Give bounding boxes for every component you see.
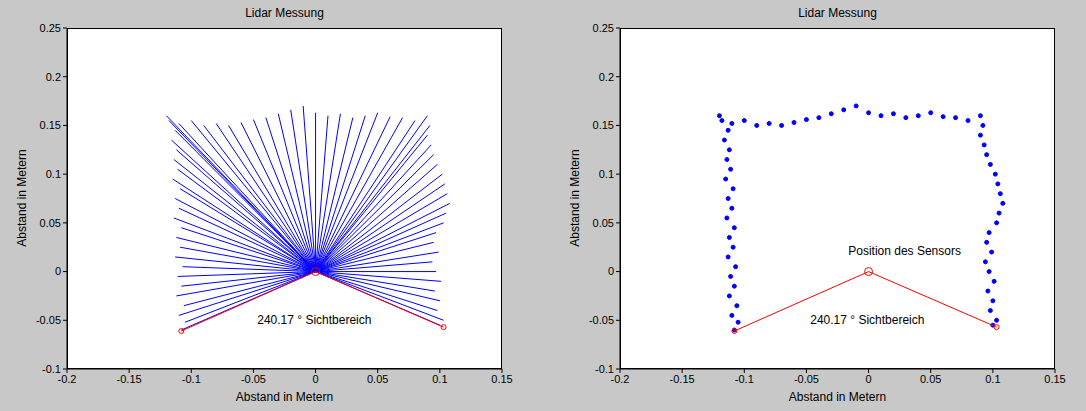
- svg-text:0.25: 0.25: [593, 22, 614, 34]
- svg-text:0.1: 0.1: [432, 373, 447, 385]
- svg-text:0: 0: [55, 265, 61, 277]
- svg-text:-0.15: -0.15: [670, 373, 695, 385]
- svg-text:0.15: 0.15: [1044, 373, 1065, 385]
- svg-text:0.1: 0.1: [599, 168, 614, 180]
- svg-text:0.2: 0.2: [599, 71, 614, 83]
- svg-text:0.1: 0.1: [985, 373, 1000, 385]
- svg-text:0.2: 0.2: [46, 71, 61, 83]
- svg-text:0.15: 0.15: [491, 373, 512, 385]
- svg-text:240.17 ° Sichtbereich: 240.17 ° Sichtbereich: [257, 313, 371, 327]
- html-text:Abstand in Metern: Abstand in Metern: [15, 148, 29, 247]
- svg-text:0.1: 0.1: [46, 168, 61, 180]
- html-text:Abstand in Metern: Abstand in Metern: [235, 390, 334, 404]
- svg-text:-0.15: -0.15: [117, 373, 142, 385]
- svg-text:0.05: 0.05: [593, 217, 614, 229]
- html-text:Lidar Messung: Lidar Messung: [245, 6, 324, 20]
- svg-text:0.15: 0.15: [593, 119, 614, 131]
- svg-text:-0.1: -0.1: [595, 363, 614, 375]
- html-text:Abstand in Metern: Abstand in Metern: [568, 148, 582, 247]
- svg-text:0.15: 0.15: [40, 119, 61, 131]
- svg-text:-0.05: -0.05: [589, 314, 614, 326]
- svg-text:-0.1: -0.1: [735, 373, 754, 385]
- svg-text:-0.1: -0.1: [42, 363, 61, 375]
- svg-text:0.05: 0.05: [920, 373, 941, 385]
- html-text:Lidar Messung: Lidar Messung: [798, 6, 877, 20]
- svg-text:-0.2: -0.2: [610, 372, 630, 385]
- html-text:Abstand in Metern: Abstand in Metern: [788, 390, 887, 404]
- svg-text:0: 0: [313, 373, 319, 385]
- svg-text:Position des Sensors: Position des Sensors: [848, 244, 961, 258]
- svg-text:-0.05: -0.05: [794, 373, 819, 385]
- svg-text:0: 0: [866, 373, 872, 385]
- svg-text:-0.05: -0.05: [241, 373, 266, 385]
- svg-text:0.05: 0.05: [367, 373, 388, 385]
- svg-text:0.25: 0.25: [40, 22, 61, 34]
- svg-text:-0.05: -0.05: [36, 314, 61, 326]
- svg-text:0: 0: [608, 265, 614, 277]
- svg-text:-0.2: -0.2: [57, 372, 77, 385]
- svg-text:240.17 ° Sichtbereich: 240.17 ° Sichtbereich: [810, 313, 924, 327]
- svg-text:0.05: 0.05: [40, 217, 61, 229]
- svg-text:-0.1: -0.1: [182, 373, 201, 385]
